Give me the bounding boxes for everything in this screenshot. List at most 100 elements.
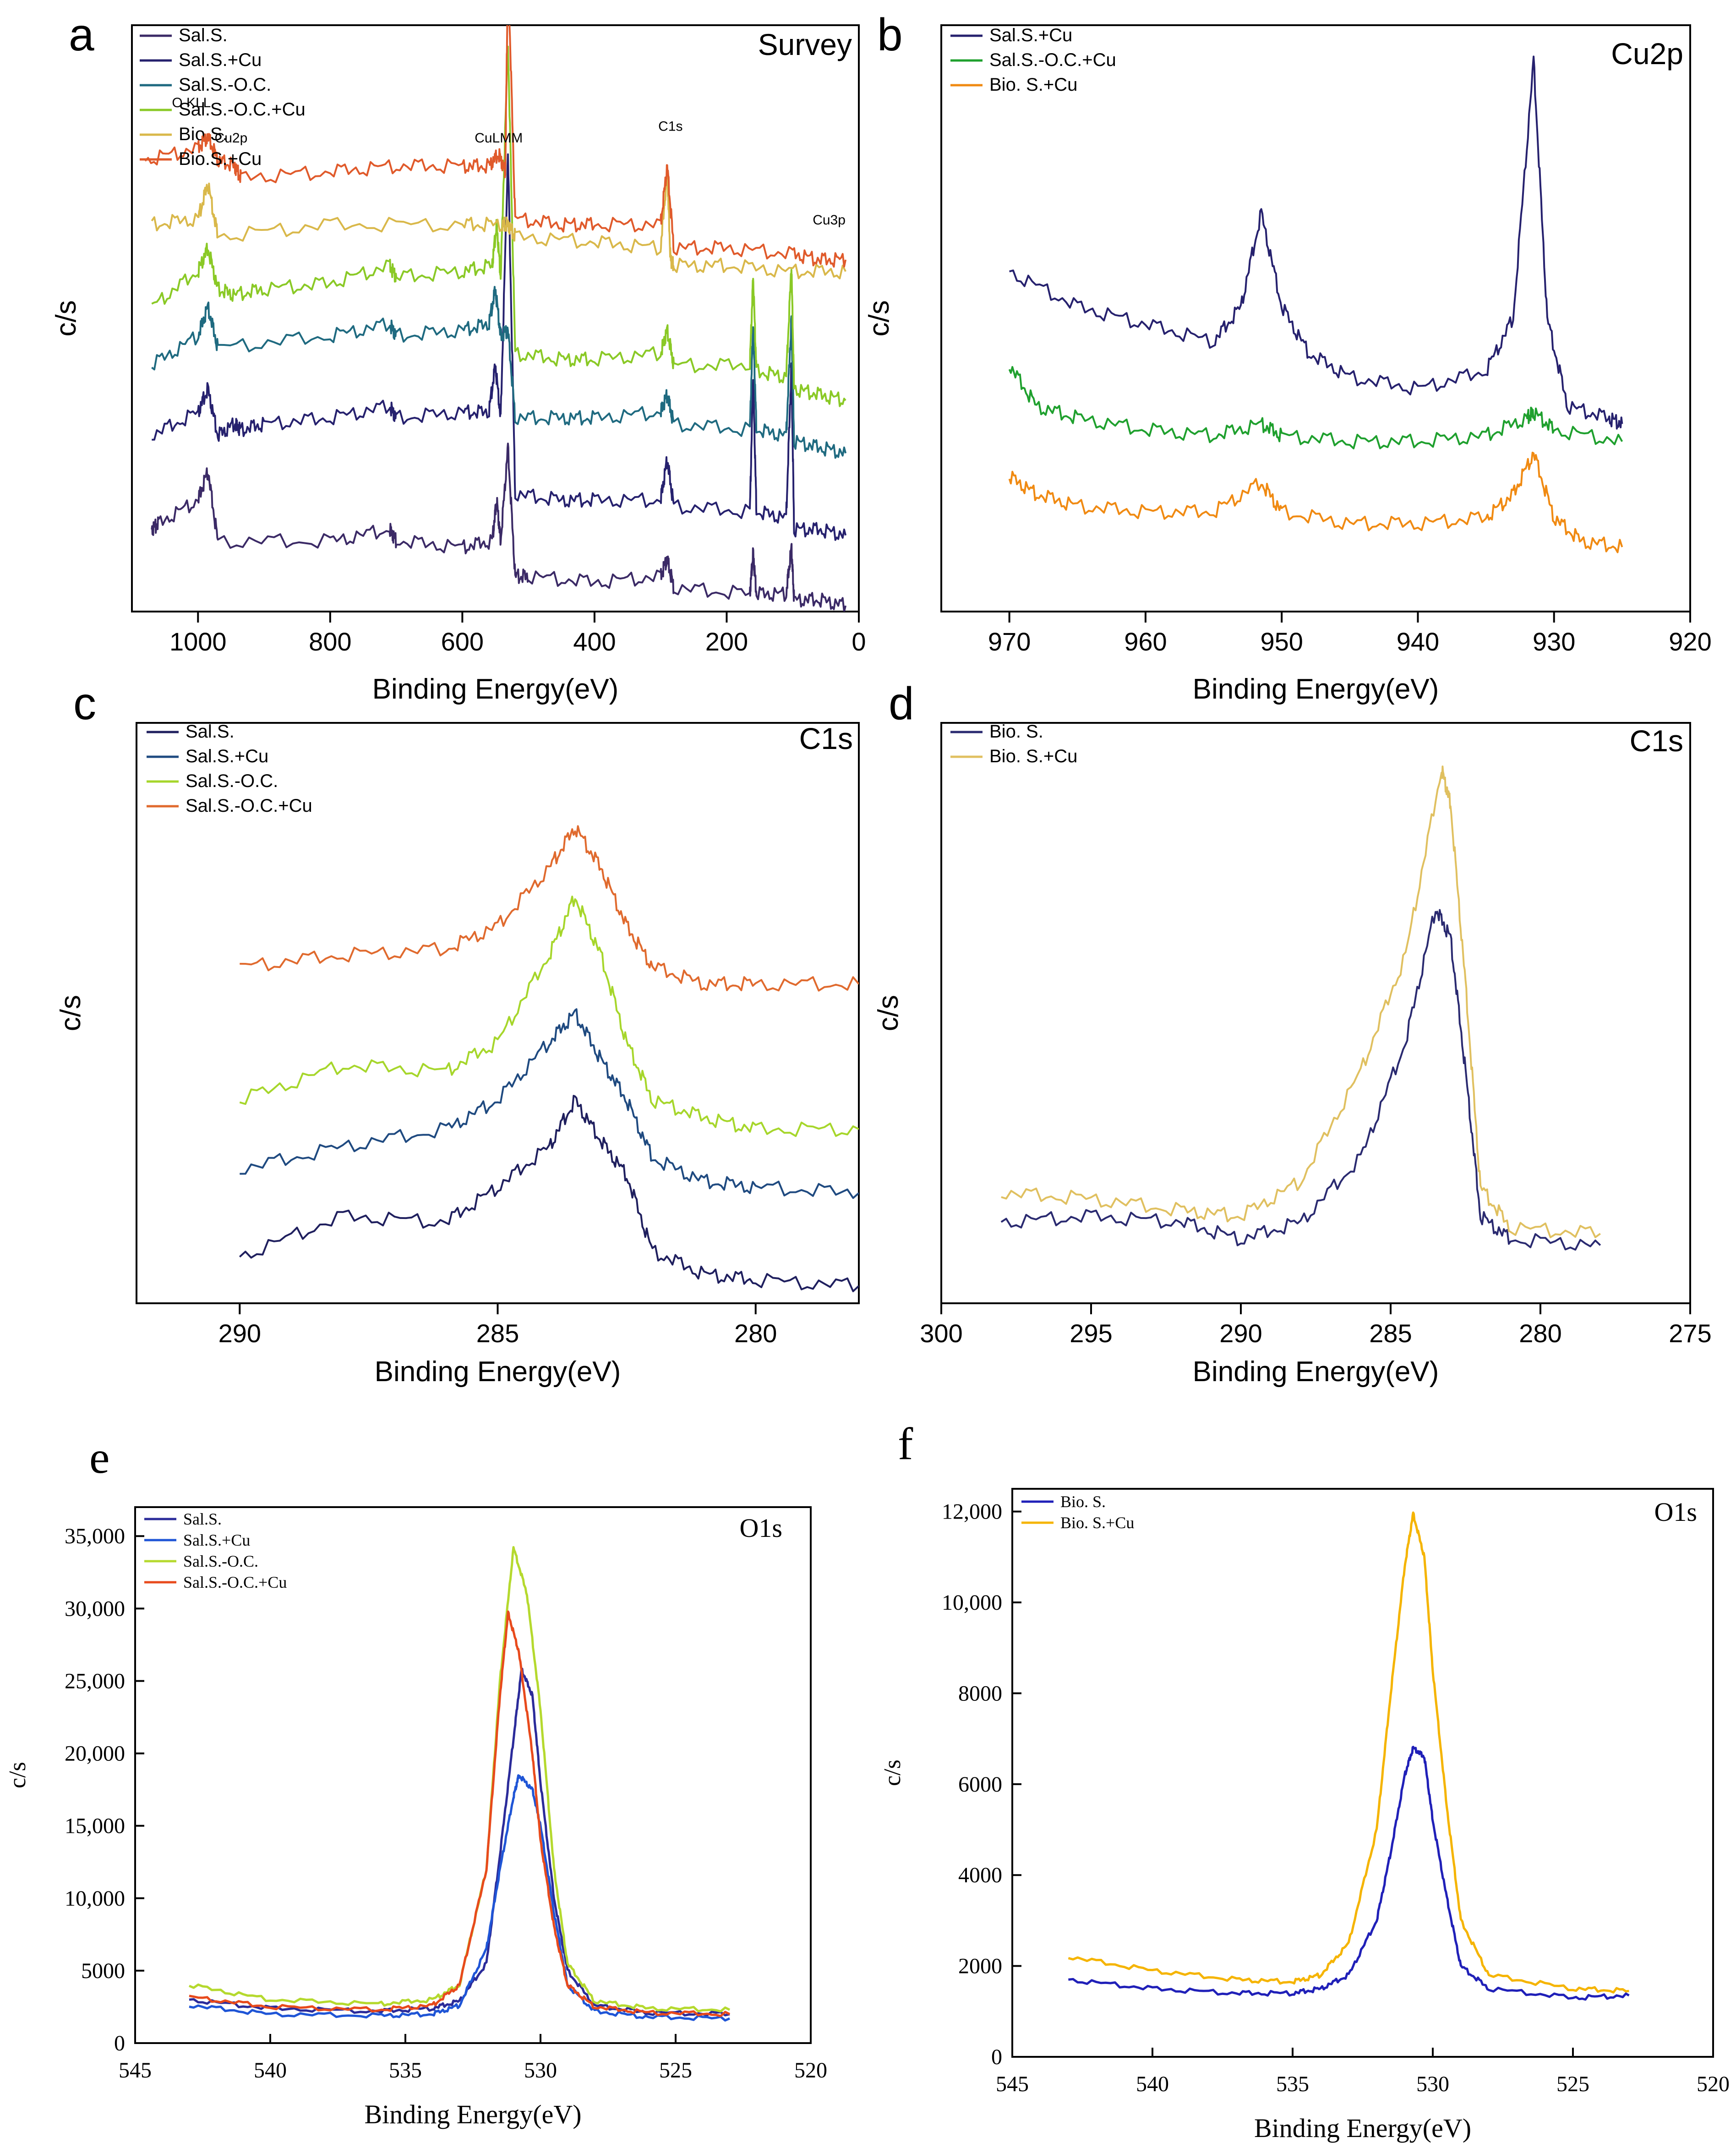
panel-letter: c <box>73 678 96 729</box>
x-tick-label: 280 <box>734 1319 777 1348</box>
x-tick-label: 545 <box>119 2058 152 2082</box>
y-axis-label: c/s <box>50 300 82 336</box>
x-tick-label: 285 <box>1369 1319 1412 1348</box>
series-line-sal-s-o-c-cu <box>1008 366 1623 449</box>
x-tick-label: 290 <box>218 1319 261 1348</box>
series-line-sal-s-o-c- <box>189 1546 731 2013</box>
series-line-sal-s-o-c-cu <box>151 45 846 407</box>
peak-annotation: Cu2p <box>215 131 248 146</box>
series-line-sal-s-o-c- <box>151 286 847 459</box>
series-line-sal-s-cu <box>240 1008 859 1199</box>
x-tick-label: 535 <box>389 2058 422 2082</box>
y-tick-label: 6000 <box>958 1772 1002 1797</box>
plot-frame <box>131 24 860 612</box>
x-tick-label: 275 <box>1669 1319 1711 1348</box>
peak-annotation: Cu3p <box>813 213 846 228</box>
x-axis-label: Binding Energy(eV) <box>1193 1356 1439 1388</box>
x-tick-label: 920 <box>1669 627 1711 656</box>
panel-b: b 970 960 950 940 930 920 Binding Energy(eV) c/s… <box>863 9 1712 705</box>
series-line-sal-s-o-c-cu <box>189 1610 731 2017</box>
chart-title: O1s <box>1654 1497 1697 1527</box>
legend-label: Sal.S.-O.C. <box>183 1552 258 1570</box>
y-tick-label: 25,000 <box>65 1669 125 1693</box>
y-tick-label: 2000 <box>958 1954 1002 1979</box>
x-tick-label: 535 <box>1276 2072 1309 2096</box>
x-tick-label: 520 <box>1697 2072 1730 2096</box>
panel-e: e 545 540 535 530 525 520 0 5000 10,000 15,000 20,0… <box>5 1432 827 2129</box>
x-tick-label: 950 <box>1260 627 1303 656</box>
x-tick-label: 1000 <box>169 627 227 656</box>
y-axis-label: c/s <box>879 1760 906 1786</box>
plot-frame <box>940 722 1691 1304</box>
x-tick-label: 545 <box>996 2072 1029 2096</box>
panel-letter: b <box>877 9 903 60</box>
series-line-bio-s- <box>1068 1746 1630 2001</box>
panel-f: f 545 540 535 530 525 520 0 2000 4000 6000 8000 10,0… <box>879 1418 1730 2143</box>
legend-label: Bio. S.+Cu <box>989 75 1077 95</box>
series-line-sal-s-o-c- <box>239 896 859 1137</box>
panel-letter: f <box>898 1418 913 1469</box>
y-tick-label: 5000 <box>81 1959 125 1983</box>
x-axis-label: Binding Energy(eV) <box>364 2099 581 2129</box>
legend-label: Sal.S.-O.C.+Cu <box>183 1573 287 1591</box>
legend-label: Bio.S.+Cu <box>179 149 262 169</box>
series-line-sal-s- <box>189 1667 730 2017</box>
series-line-bio-s-cu <box>1068 1511 1629 1994</box>
x-tick-label: 800 <box>309 627 351 656</box>
y-tick-label: 35,000 <box>65 1524 125 1548</box>
chart-title: C1s <box>799 721 853 755</box>
y-tick-label: 15,000 <box>65 1814 125 1838</box>
y-axis-label: c/s <box>873 995 904 1031</box>
plot-frame <box>134 1506 812 2044</box>
legend-label: Sal.S. <box>183 1510 222 1528</box>
panel-letter: e <box>89 1432 109 1483</box>
x-tick-label: 285 <box>476 1319 519 1348</box>
legend-label: Bio. S.+Cu <box>989 746 1077 766</box>
plot-frame <box>1011 1488 1714 2058</box>
panel-c: c 290 285 280 Binding Energy(eV) c/s C1s Sal.S.… <box>55 678 860 1388</box>
plot-frame <box>940 24 1691 612</box>
legend-label: Sal.S. <box>186 721 235 742</box>
legend-label: Sal.S.+Cu <box>183 1531 250 1549</box>
legend-label: Sal.S.-O.C.+Cu <box>179 99 306 120</box>
series-line-bio-s- <box>151 169 846 279</box>
x-tick-label: 600 <box>441 627 484 656</box>
panel-letter: d <box>889 678 914 729</box>
legend-label: Sal.S. <box>179 25 228 45</box>
y-axis-label: c/s <box>5 1762 31 1788</box>
x-tick-label: 0 <box>852 627 866 656</box>
series-line-sal-s- <box>239 1095 859 1292</box>
series-line-bio-s- <box>1000 909 1601 1251</box>
y-tick-label: 8000 <box>958 1681 1002 1705</box>
x-tick-label: 960 <box>1124 627 1167 656</box>
x-axis-label: Binding Energy(eV) <box>372 673 619 705</box>
series-line-bio-s-cu <box>144 25 847 268</box>
y-tick-label: 12,000 <box>942 1500 1002 1524</box>
y-tick-label: 10,000 <box>942 1591 1002 1615</box>
x-tick-label: 530 <box>1416 2072 1449 2096</box>
legend-label: Sal.S.-O.C.+Cu <box>186 796 312 816</box>
legend-label: Bio. S. <box>1060 1492 1106 1511</box>
x-tick-label: 530 <box>524 2058 557 2082</box>
x-tick-label: 540 <box>1136 2072 1169 2096</box>
series-line-sal-s-cu <box>152 153 847 541</box>
series-line-sal-s-o-c-cu <box>240 825 859 992</box>
x-tick-label: 200 <box>705 627 748 656</box>
x-axis-label: Binding Energy(eV) <box>1254 2113 1471 2143</box>
legend-label: Sal.S.-O.C. <box>179 75 271 95</box>
x-tick-label: 295 <box>1070 1319 1112 1348</box>
x-tick-label: 525 <box>659 2058 692 2082</box>
x-tick-label: 520 <box>794 2058 827 2082</box>
chart-title: Survey <box>758 27 852 61</box>
series-line-sal-s- <box>151 443 847 612</box>
legend-label: Sal.S.+Cu <box>186 746 268 766</box>
peak-annotation: CuLMM <box>475 131 523 146</box>
peak-annotation: O KLL <box>172 95 211 110</box>
legend-label: Sal.S.+Cu <box>179 50 262 70</box>
x-tick-label: 300 <box>920 1319 962 1348</box>
chart-title: Cu2p <box>1611 37 1683 71</box>
legend-label: Bio. S. <box>989 721 1043 742</box>
legend-label: Sal.S.-O.C.+Cu <box>989 50 1116 70</box>
x-tick-label: 540 <box>254 2058 287 2082</box>
